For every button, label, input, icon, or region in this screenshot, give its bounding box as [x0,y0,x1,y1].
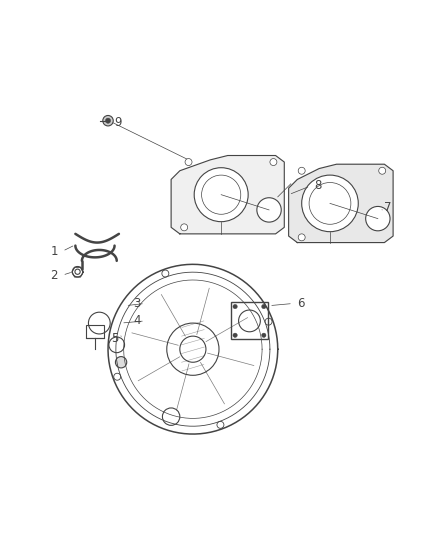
Circle shape [265,318,272,325]
Bar [231,302,268,340]
Circle shape [181,224,187,231]
Text: 7: 7 [385,201,392,214]
Circle shape [270,158,277,166]
Text: 4: 4 [133,314,141,327]
Text: 5: 5 [112,332,119,345]
Circle shape [233,333,237,337]
Circle shape [233,304,237,309]
Circle shape [379,167,386,174]
Circle shape [194,168,248,222]
Circle shape [116,357,127,368]
Text: 1: 1 [50,245,58,258]
Circle shape [261,304,266,309]
Circle shape [103,116,113,126]
Circle shape [185,158,192,166]
Text: 9: 9 [115,116,122,130]
Polygon shape [289,164,393,243]
Text: 2: 2 [50,269,58,282]
Text: 6: 6 [297,297,305,310]
Circle shape [261,333,266,337]
Circle shape [366,206,390,231]
Text: 8: 8 [315,180,322,192]
Bar [86,325,104,338]
Polygon shape [171,156,284,234]
Circle shape [302,175,358,232]
Circle shape [298,167,305,174]
Circle shape [162,270,169,277]
Circle shape [257,198,281,222]
Text: 3: 3 [133,297,141,310]
Circle shape [298,234,305,241]
Circle shape [217,422,224,429]
Circle shape [114,373,121,380]
Circle shape [106,118,111,123]
